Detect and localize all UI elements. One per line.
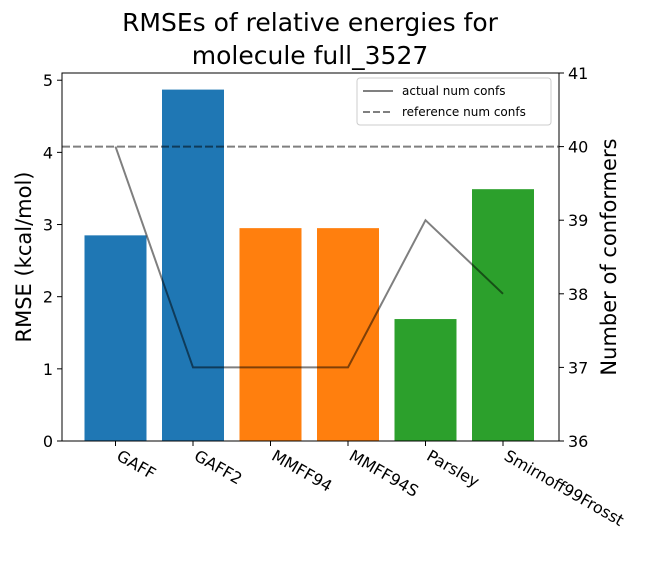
lines-group (62, 145, 559, 369)
legend-box (356, 77, 552, 126)
y-tick-label: 5 (43, 71, 53, 90)
bar-gaff (84, 235, 147, 441)
x-axis: GAFF GAFF2 MMFF94 MMFF94S Parsley Smirnoff99F… (114, 441, 627, 530)
legend-label-reference: reference num confs (402, 105, 526, 119)
x-tick-label: Smirnoff99Frosst (501, 446, 627, 530)
bars-group (84, 89, 534, 442)
line-actual-num-confs (114, 146, 504, 369)
y2-tick-label: 40 (568, 138, 588, 157)
y-axis-left: 0 1 2 3 4 5 (43, 71, 62, 451)
y2-axis-label: Number of conformers (597, 138, 621, 375)
y-tick-label: 3 (43, 216, 53, 235)
legend-label-actual: actual num confs (402, 84, 506, 98)
y-tick-label: 4 (43, 143, 53, 162)
chart-title-line-1: RMSEs of relative energies for (122, 8, 499, 37)
bar-mmff94 (239, 228, 302, 441)
y-tick-label: 0 (43, 432, 53, 451)
y-tick-label: 1 (43, 360, 53, 379)
chart-title: RMSEs of relative energies for molecule … (122, 8, 499, 70)
y2-tick-label: 38 (568, 285, 588, 304)
plot-frame (61, 72, 560, 442)
y2-tick-label: 36 (568, 432, 588, 451)
x-tick-label: Parsley (424, 446, 483, 491)
x-tick-label: MMFF94 (269, 446, 336, 496)
x-tick-label: GAFF (114, 446, 160, 483)
y-tick-label: 2 (43, 288, 53, 307)
x-tick-label: GAFF2 (191, 446, 245, 488)
bar-smirnoff99frosst (472, 189, 534, 441)
y-axis-right: 36 37 38 39 40 41 (559, 64, 588, 451)
x-tick-label: MMFF94S (346, 446, 422, 501)
legend: actual num confs reference num confs (356, 77, 552, 126)
y2-tick-label: 37 (568, 358, 588, 377)
bar-parsley (394, 319, 457, 441)
y-axis-label: RMSE (kcal/mol) (12, 172, 36, 343)
y2-tick-label: 41 (568, 64, 588, 83)
y2-tick-label: 39 (568, 211, 588, 230)
bar-mmff94s (317, 228, 379, 441)
bar-gaff2 (162, 89, 224, 442)
chart-title-line-2: molecule full_3527 (192, 41, 429, 70)
